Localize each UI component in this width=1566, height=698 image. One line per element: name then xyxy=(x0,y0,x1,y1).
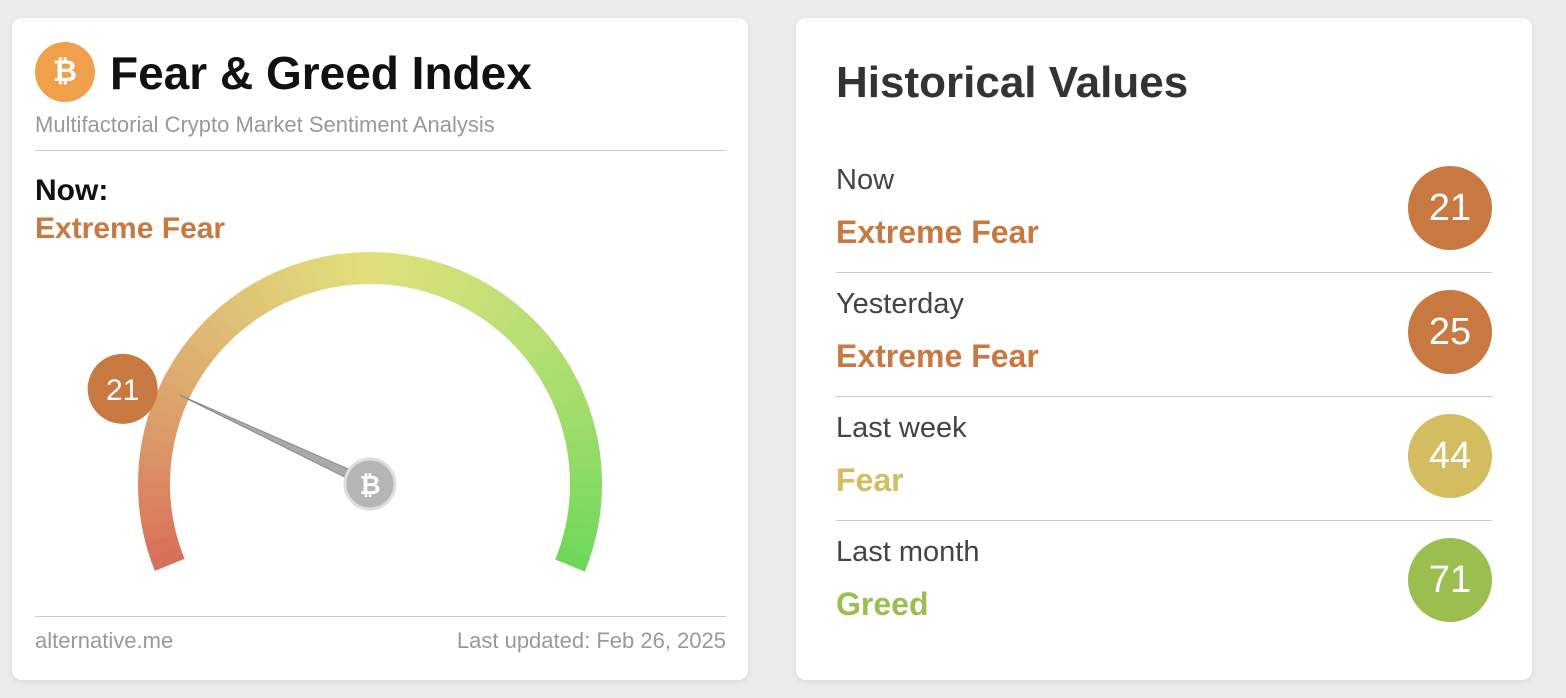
gauge-arc-segment xyxy=(555,546,591,572)
gauge-arc-segment xyxy=(565,437,600,458)
divider xyxy=(35,616,726,617)
gauge-arc-segment xyxy=(469,282,500,318)
history-row: Now Extreme Fear 21 xyxy=(836,164,1492,288)
gauge-arc-segment xyxy=(370,252,386,285)
value-badge: 71 xyxy=(1408,538,1492,622)
gauge-arc-segment xyxy=(196,318,230,352)
value-badge xyxy=(87,353,158,424)
title: Historical Values xyxy=(836,58,1189,107)
gauge-arc-segment xyxy=(229,290,260,325)
needle-hub-icon: ₿ xyxy=(359,470,380,500)
gauge-arc-segment xyxy=(267,269,295,305)
gauge-arc-segment xyxy=(150,393,186,419)
gauge-arc-segment xyxy=(542,367,578,396)
gauge-arc-segment xyxy=(339,252,358,286)
gauge-arc-segment xyxy=(142,421,178,444)
gauge-arc-segment xyxy=(554,394,590,420)
historical-card: Historical Values Now Extreme Fear 21 Yeste… xyxy=(796,18,1532,680)
gauge-arc-segment xyxy=(568,452,602,471)
gauge-arc-segment xyxy=(177,341,213,373)
classification: Extreme Fear xyxy=(35,212,226,245)
gauge-arc-segment xyxy=(156,379,192,407)
gauge-arc-segment xyxy=(281,263,307,300)
gauge-arc-segment xyxy=(139,507,174,528)
gauge-arc-segment xyxy=(458,275,487,311)
gauge-arc-segment xyxy=(480,290,512,326)
gauge-arc-segment xyxy=(559,534,595,558)
gauge-arc-segment xyxy=(535,354,571,384)
gauge-arc-segment xyxy=(217,299,250,334)
gauge-arc-segment xyxy=(421,259,445,295)
gauge-arc-segment xyxy=(149,546,185,571)
gauge: ₿ 21 xyxy=(87,251,602,572)
gauge-arc-segment xyxy=(569,482,602,499)
row-label: Now xyxy=(836,164,895,196)
row-label: Last week xyxy=(836,412,967,444)
gauge-arc-segment xyxy=(559,408,594,432)
gauge-arc-segment xyxy=(141,520,177,543)
value-badge: 21 xyxy=(1408,166,1492,250)
history-row: Last week Fear 44 xyxy=(836,412,1492,536)
row-classification: Extreme Fear xyxy=(836,338,1039,374)
gauge-arc-segment xyxy=(206,308,240,343)
last-updated: Last updated: Feb 26, 2025 xyxy=(456,628,726,653)
gauge-arc-segment xyxy=(310,256,332,291)
divider xyxy=(836,272,1492,273)
now-label: Now: xyxy=(35,174,109,207)
gauge-arc-segment xyxy=(383,252,401,286)
value-label: 21 xyxy=(106,374,139,407)
row-classification: Greed xyxy=(836,586,929,622)
gauge-arc-segment xyxy=(138,466,171,483)
row-label: Yesterday xyxy=(836,288,964,320)
gauge-arc-segment xyxy=(186,329,221,362)
divider xyxy=(836,396,1492,397)
gauge-arc-segment xyxy=(491,299,523,334)
subtitle: Multifactorial Crypto Market Sentiment A… xyxy=(35,112,495,137)
gauge-arc-segment xyxy=(138,494,172,513)
gauge-arc-segment xyxy=(138,451,172,470)
row-classification: Extreme Fear xyxy=(836,214,1039,250)
history-row: Yesterday Extreme Fear 25 xyxy=(836,288,1492,412)
gauge-arc-segment xyxy=(548,380,585,408)
gauge-arc-segment xyxy=(354,251,371,285)
gauge-arc-segment xyxy=(569,467,602,484)
divider xyxy=(35,150,726,151)
gauge-arc-segment xyxy=(434,264,460,300)
source[interactable]: alternative.me xyxy=(35,628,174,653)
value-badge: 25 xyxy=(1408,290,1492,374)
bitcoin-logo: ₿ xyxy=(35,42,95,102)
gauge-arc-segment xyxy=(528,342,563,373)
gauge-arc-segment xyxy=(446,269,473,305)
gauge-arc-segment xyxy=(169,353,205,384)
divider xyxy=(836,520,1492,521)
gauge-arc-segment xyxy=(138,481,171,498)
gauge-arc-segment xyxy=(519,330,554,363)
title: Fear & Greed Index xyxy=(110,47,532,99)
value-badge: 44 xyxy=(1408,414,1492,498)
needle xyxy=(179,394,373,490)
gauge-arc-segment xyxy=(562,422,598,445)
gauge-card: ₿ Fear & Greed Index Multifactorial Cryp… xyxy=(12,18,748,680)
gauge-arc-segment xyxy=(162,366,198,395)
gauge-arc-segment xyxy=(146,407,182,432)
gauge-arc-segment xyxy=(563,521,598,543)
gauge-arc-segment xyxy=(254,275,283,311)
gauge-arc-segment xyxy=(241,282,271,318)
needle-hub xyxy=(343,457,397,511)
history-row: Last month Greed 71 xyxy=(836,536,1492,660)
row-label: Last month xyxy=(836,536,980,568)
gauge-arc-segment xyxy=(324,253,345,288)
gauge-arc-segment xyxy=(501,309,535,343)
gauge-arc-segment xyxy=(568,495,602,514)
gauge-arc-segment xyxy=(295,259,320,295)
gauge-arc-segment xyxy=(510,319,545,353)
row-classification: Fear xyxy=(836,462,904,498)
gauge-arc-segment xyxy=(408,256,431,291)
